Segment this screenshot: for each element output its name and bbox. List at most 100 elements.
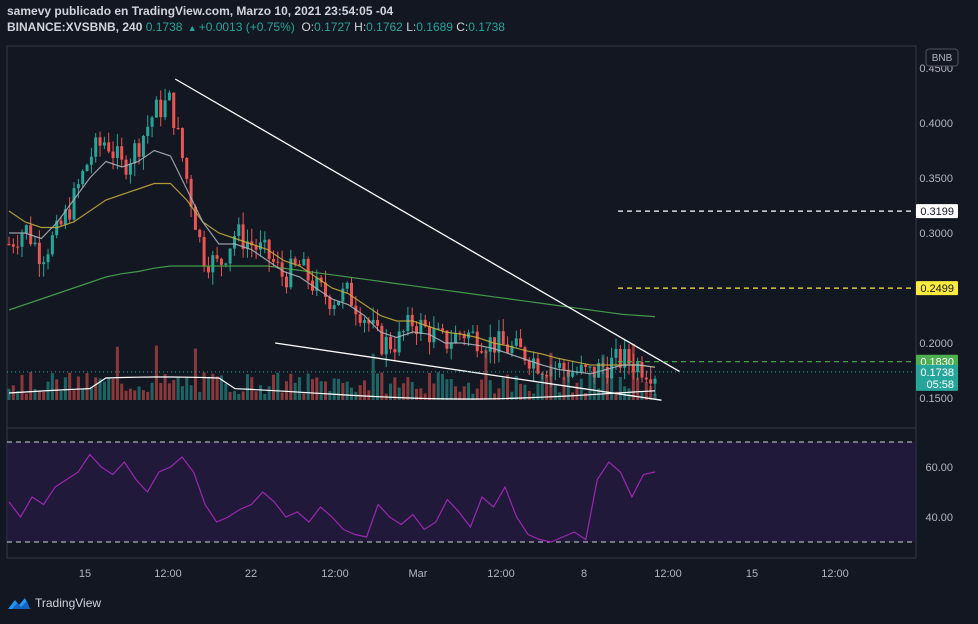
tradingview-logo[interactable]: TradingView — [7, 596, 101, 610]
candle-body — [94, 137, 98, 157]
volume-bar — [107, 377, 111, 400]
candle-body — [597, 363, 601, 378]
volume-bar — [419, 388, 423, 400]
candle-body — [237, 224, 241, 236]
ma-fast-line — [9, 149, 656, 375]
high-value: 0.1762 — [366, 20, 403, 34]
candle-body — [202, 237, 206, 267]
volume-bar — [7, 388, 11, 400]
ma-mid-line — [8, 182, 656, 368]
volume-bar — [341, 382, 345, 400]
candle-body — [623, 349, 627, 368]
candle-body — [432, 328, 436, 343]
volume-bar — [467, 382, 471, 400]
candle-body — [163, 100, 167, 118]
volume-bar — [319, 381, 323, 400]
candle-body — [263, 239, 267, 243]
candle-body — [150, 117, 154, 127]
volume-bar — [276, 372, 280, 400]
volume-bar — [16, 391, 20, 400]
trendline — [275, 342, 662, 401]
volume-bar — [532, 393, 536, 400]
volume-bar — [480, 379, 484, 400]
volume-bar — [397, 387, 401, 400]
price-tick-label: 0.3500 — [919, 173, 953, 185]
volume-bar — [432, 383, 436, 400]
candle-body — [406, 314, 410, 332]
volume-bar — [68, 372, 72, 400]
close-value: 0.1738 — [468, 20, 505, 34]
candle-body — [345, 282, 349, 289]
time-tick-label: 22 — [245, 568, 257, 580]
volume-bar — [141, 390, 145, 400]
candle-body — [276, 261, 280, 263]
volume-bar — [85, 373, 89, 400]
trendline — [174, 78, 680, 373]
candle-body — [449, 343, 453, 349]
volume-bar — [20, 374, 24, 400]
volume-bar — [462, 386, 466, 400]
candle-body — [250, 241, 254, 246]
volume-bar — [458, 391, 462, 400]
volume-bar — [72, 390, 76, 400]
volume-bar — [627, 388, 631, 400]
volume-bar — [120, 383, 124, 400]
candle-body — [363, 320, 367, 323]
candle-body — [627, 349, 631, 365]
volume-bar — [280, 392, 284, 400]
rsi-tick-label: 40.00 — [925, 512, 953, 524]
candle-body — [46, 254, 50, 263]
candle-body — [20, 233, 24, 247]
candle-body — [497, 331, 501, 353]
volume-bar — [380, 372, 384, 400]
volume-bar — [337, 378, 341, 400]
rsi-background — [7, 442, 916, 542]
time-tick-label: 12:00 — [154, 568, 182, 580]
volume-bar — [33, 389, 37, 400]
volume-bar — [63, 377, 67, 400]
volume-bar — [315, 377, 319, 400]
volume-bar — [237, 393, 241, 400]
volume-bar — [523, 384, 527, 400]
price-tick-label: 0.4000 — [919, 118, 953, 130]
volume-bar — [146, 391, 150, 400]
volume-bar — [297, 377, 301, 400]
candle-body — [519, 338, 523, 348]
publish-info: samevy publicado en TradingView.com, Mar… — [7, 3, 907, 19]
volume-bar — [163, 373, 167, 400]
candle-body — [458, 332, 462, 334]
candle-body — [37, 242, 41, 265]
up-triangle-icon: ▲ — [187, 23, 197, 33]
volume-bar — [614, 391, 618, 400]
price-label-text: 0.1738 — [920, 367, 954, 379]
candle-body — [436, 328, 440, 330]
volume-bar — [640, 390, 644, 400]
volume-bar — [345, 381, 349, 400]
candle-body — [72, 188, 76, 220]
volume-bar — [636, 377, 640, 400]
volume-bar — [124, 390, 128, 400]
volume-bar — [406, 377, 410, 400]
volume-bar — [219, 375, 223, 400]
volume-bar — [514, 375, 518, 400]
candle-body — [206, 266, 210, 273]
time-tick-label: 15 — [746, 568, 758, 580]
volume-bar — [154, 345, 158, 400]
candle-body — [315, 277, 319, 291]
candle-body — [81, 170, 85, 185]
candle-body — [562, 362, 566, 370]
volume-bar — [29, 372, 33, 400]
candle-body — [545, 374, 549, 377]
volume-bar — [241, 391, 245, 400]
time-tick-label: 12:00 — [821, 568, 849, 580]
volume-bar — [549, 352, 553, 400]
volume-bar — [81, 388, 85, 400]
candle-body — [419, 319, 423, 334]
time-tick-label: 12:00 — [487, 568, 515, 580]
volume-bar — [258, 385, 262, 400]
volume-bar — [206, 376, 210, 400]
volume-bar — [133, 390, 137, 400]
candle-body — [510, 345, 514, 354]
candle-body — [146, 126, 150, 136]
